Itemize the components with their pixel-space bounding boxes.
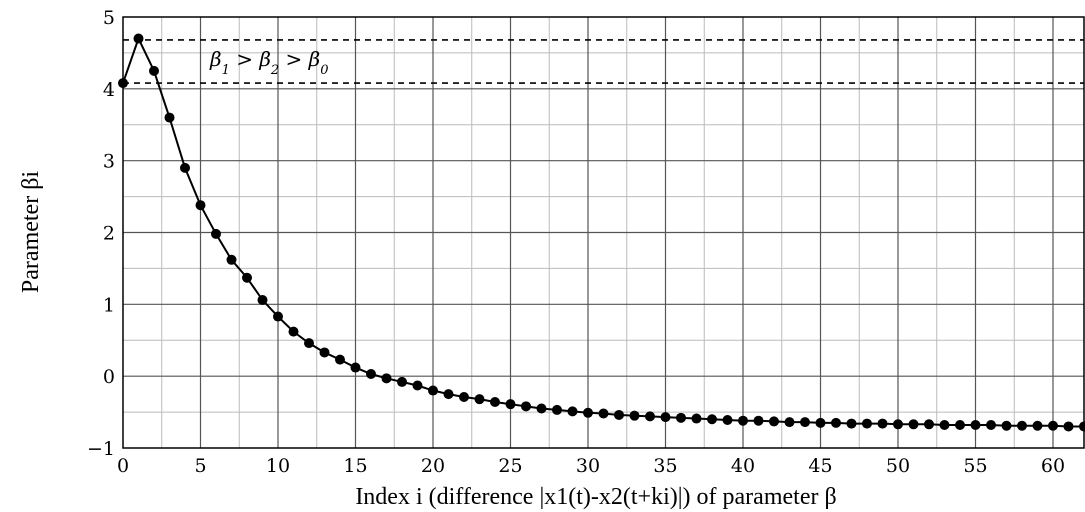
y-tick-label: 2 bbox=[103, 223, 115, 245]
data-point bbox=[242, 272, 252, 283]
data-point bbox=[319, 347, 330, 358]
data-point bbox=[257, 295, 268, 306]
data-point bbox=[490, 397, 500, 408]
x-tick-label: 25 bbox=[498, 455, 522, 477]
data-point bbox=[1048, 420, 1058, 431]
data-point bbox=[552, 404, 562, 415]
data-point bbox=[970, 420, 981, 431]
x-tick-label: 15 bbox=[343, 455, 367, 477]
data-point bbox=[986, 420, 996, 431]
data-point bbox=[691, 413, 702, 424]
data-point bbox=[908, 419, 919, 430]
data-point bbox=[877, 418, 888, 429]
data-point bbox=[893, 419, 903, 430]
data-point bbox=[428, 385, 438, 396]
data-point bbox=[753, 415, 764, 426]
data-point bbox=[180, 162, 190, 173]
data-point bbox=[629, 410, 640, 421]
x-tick-label: 50 bbox=[886, 455, 910, 477]
data-point bbox=[1063, 421, 1074, 432]
data-point bbox=[397, 376, 407, 387]
y-tick-label: 5 bbox=[103, 7, 115, 29]
data-point bbox=[583, 407, 593, 418]
x-tick-labels: 0 5 10 15 20 25 30 35 40 45 50 55 60 bbox=[117, 455, 1065, 477]
data-point bbox=[598, 408, 609, 419]
data-point bbox=[831, 417, 841, 428]
y-tick-label: 4 bbox=[103, 79, 115, 101]
data-point bbox=[614, 409, 624, 420]
data-point bbox=[350, 362, 361, 373]
y-axis-title: Parameter βi bbox=[18, 171, 44, 293]
data-point bbox=[939, 420, 950, 431]
data-point bbox=[846, 418, 857, 429]
data-point bbox=[226, 254, 237, 265]
data-point bbox=[335, 354, 345, 365]
data-point bbox=[459, 391, 469, 402]
y-tick-label: 0 bbox=[103, 366, 115, 388]
data-point bbox=[381, 373, 392, 384]
data-point bbox=[505, 399, 516, 410]
data-point bbox=[443, 389, 454, 400]
grid bbox=[123, 17, 1084, 448]
data-point bbox=[924, 419, 934, 430]
data-point bbox=[1032, 420, 1043, 431]
data-point bbox=[800, 417, 810, 428]
data-point bbox=[784, 417, 795, 428]
y-tick-label: 1 bbox=[103, 294, 115, 316]
data-point bbox=[211, 228, 221, 239]
data-point bbox=[366, 369, 376, 380]
data-point bbox=[645, 411, 655, 422]
data-point bbox=[738, 415, 748, 426]
data-point bbox=[769, 416, 779, 427]
x-tick-label: 40 bbox=[731, 455, 755, 477]
data-point bbox=[288, 326, 299, 337]
data-point bbox=[536, 403, 547, 414]
x-tick-label: 0 bbox=[117, 455, 129, 477]
x-tick-label: 60 bbox=[1041, 455, 1065, 477]
x-tick-label: 10 bbox=[266, 455, 290, 477]
data-point bbox=[521, 401, 531, 412]
data-point bbox=[567, 406, 578, 417]
data-point bbox=[707, 414, 717, 425]
x-tick-label: 5 bbox=[194, 455, 206, 477]
data-point bbox=[676, 412, 686, 423]
data-point bbox=[164, 112, 175, 123]
data-point bbox=[660, 412, 671, 423]
data-point bbox=[815, 417, 826, 428]
annotation-inequality: β1 > β2 > β0 bbox=[209, 47, 329, 78]
data-point bbox=[273, 311, 283, 322]
data-point bbox=[722, 414, 733, 425]
x-tick-label: 45 bbox=[808, 455, 832, 477]
x-tick-label: 20 bbox=[421, 455, 445, 477]
y-tick-label: −1 bbox=[87, 438, 115, 460]
series bbox=[118, 33, 1085, 432]
data-point bbox=[412, 380, 423, 391]
x-tick-label: 35 bbox=[653, 455, 677, 477]
data-point bbox=[955, 420, 965, 431]
data-point bbox=[1017, 420, 1027, 431]
y-tick-labels: −1 0 1 2 3 4 5 bbox=[87, 7, 115, 460]
x-tick-label: 30 bbox=[576, 455, 600, 477]
data-point bbox=[474, 394, 485, 405]
data-point bbox=[304, 338, 314, 349]
data-point bbox=[1001, 420, 1012, 431]
x-axis-title: Index i (difference |x1(t)-x2(t+ki)|) of… bbox=[355, 484, 836, 510]
x-tick-label: 55 bbox=[963, 455, 987, 477]
y-tick-label: 3 bbox=[103, 151, 115, 173]
data-point bbox=[862, 418, 872, 429]
plot-border bbox=[122, 16, 1085, 449]
plot-frame bbox=[122, 16, 1085, 449]
data-point bbox=[195, 200, 206, 211]
data-point bbox=[133, 33, 144, 44]
data-point bbox=[149, 65, 159, 76]
